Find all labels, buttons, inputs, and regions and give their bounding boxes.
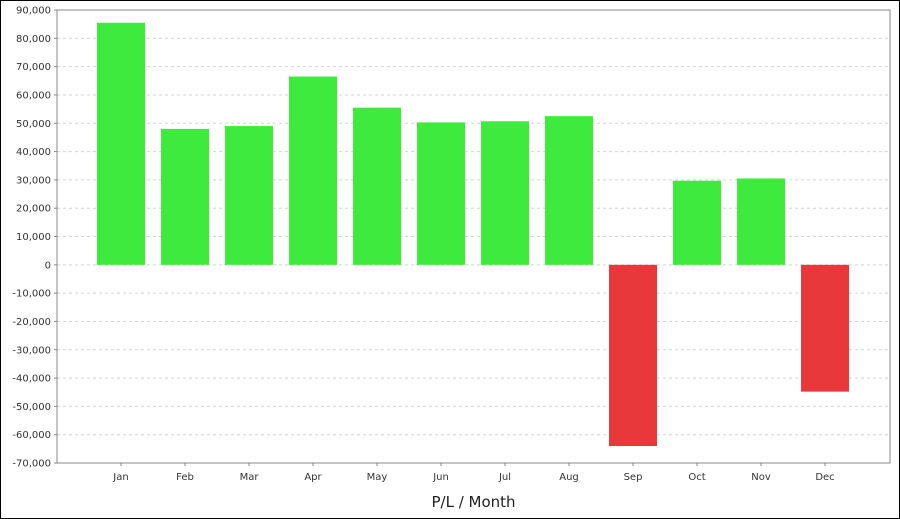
x-tick-label: Sep	[624, 472, 643, 483]
y-tick-label: -30,000	[12, 345, 51, 356]
bar-may	[353, 107, 401, 265]
bar-jul	[481, 121, 529, 265]
bar-oct	[673, 180, 721, 265]
y-tick-label: 40,000	[16, 147, 51, 158]
bar-apr	[289, 76, 337, 265]
bar-feb	[161, 128, 209, 265]
y-tick-label: -10,000	[12, 289, 51, 300]
bar-nov	[737, 178, 785, 265]
bars	[97, 22, 849, 447]
y-tick-label: 70,000	[16, 62, 51, 73]
x-tick-label: Jun	[432, 472, 449, 483]
y-tick-label: 0	[45, 260, 51, 271]
bar-jun	[417, 122, 465, 265]
x-tick-label: Oct	[688, 472, 705, 483]
y-axis-ticks: 90,000 80,000 70,000 60,000 50,000 40,000 30,0…	[12, 6, 57, 470]
x-axis-title: P/L / Month	[431, 493, 515, 511]
x-tick-label: Feb	[176, 472, 194, 483]
y-tick-label: -60,000	[12, 430, 51, 441]
plot-area-border	[56, 9, 891, 464]
x-tick-label: Jul	[498, 472, 511, 483]
x-tick-label: Mar	[240, 472, 260, 483]
y-tick-label: 90,000	[16, 6, 51, 17]
y-tick-label: -40,000	[12, 374, 51, 385]
bar-sep	[609, 264, 657, 447]
x-tick-label: Apr	[304, 472, 322, 483]
bar-mar	[225, 126, 273, 265]
y-tick-label: 80,000	[16, 34, 51, 45]
bar-dec	[801, 264, 849, 392]
bar-jan	[97, 22, 145, 265]
y-tick-label: 60,000	[16, 90, 51, 101]
y-tick-label: -20,000	[12, 317, 51, 328]
bar-aug	[545, 116, 593, 265]
y-tick-label: 10,000	[16, 232, 51, 243]
y-tick-label: 20,000	[16, 204, 51, 215]
y-tick-label: -70,000	[12, 459, 51, 470]
y-tick-label: 30,000	[16, 175, 51, 186]
x-tick-label: Dec	[815, 472, 834, 483]
x-tick-label: Aug	[559, 472, 579, 483]
x-tick-label: Nov	[751, 472, 771, 483]
y-tick-label: 50,000	[16, 119, 51, 130]
x-tick-label: May	[367, 472, 388, 483]
x-tick-label: Jan	[112, 472, 128, 483]
y-tick-label: -50,000	[12, 402, 51, 413]
x-axis-ticks: Jan Feb Mar Apr May Jun Jul Aug Sep Oct Nov Dec	[112, 463, 835, 483]
